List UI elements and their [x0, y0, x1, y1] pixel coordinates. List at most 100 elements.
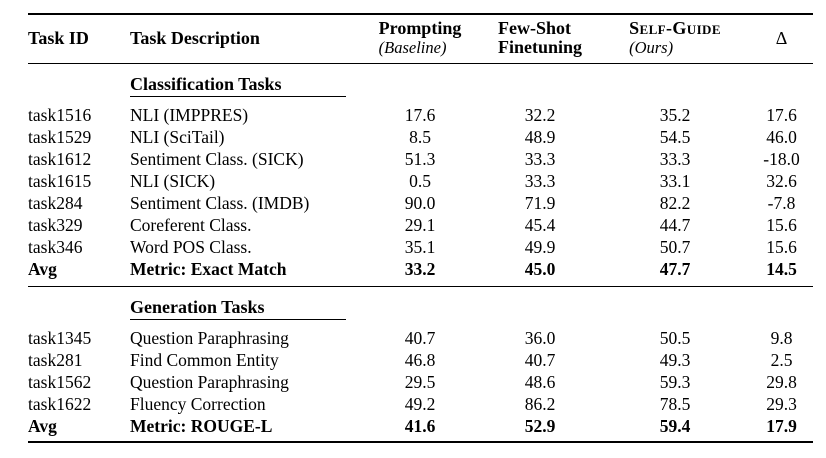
cell-delta-value: 9.8	[770, 328, 793, 348]
col-header-delta: Δ	[750, 14, 813, 64]
cell-delta-value: 32.6	[766, 171, 797, 191]
cell-few-shot-score: 86.2	[524, 394, 556, 414]
cell-self-guide-score: 78.5	[659, 394, 691, 414]
cell-few-shot-score: 36.0	[524, 328, 556, 348]
cell-prompting-score: 35.1	[404, 237, 436, 257]
generation-section-title: Generation Tasks	[130, 297, 346, 320]
self-guide-header-label: Self-Guide	[629, 18, 721, 38]
cell-few-shot-score: 33.3	[524, 171, 556, 191]
cell-avg-few-shot-score: 52.9	[524, 416, 556, 436]
cell-prompting-score: 8.5	[409, 127, 431, 147]
cell-avg-prompting-score: 33.2	[404, 259, 436, 279]
few-shot-header-label-line2: Finetuning	[497, 37, 583, 57]
classification-section-title: Classification Tasks	[130, 74, 346, 97]
cell-self-guide-score: 35.2	[659, 105, 691, 125]
cell-prompting-score: 51.3	[404, 149, 436, 169]
cell-avg-delta-value: 17.9	[766, 416, 797, 436]
col-header-self-guide: Self-Guide (Ours)	[600, 14, 750, 64]
empty-cell	[28, 64, 123, 105]
delta-symbol: Δ	[775, 27, 788, 48]
col-header-task-id: Task ID	[28, 14, 123, 64]
table-row: task284 Sentiment Class. (IMDB) 90.0 71.…	[28, 192, 813, 214]
cell-task-description: NLI (IMPPRES)	[130, 105, 249, 125]
classification-section: Classification Tasks task1516 NLI (IMPPR…	[28, 64, 813, 287]
cell-task-description: NLI (SICK)	[130, 171, 216, 191]
cell-avg-few-shot-score: 45.0	[524, 259, 556, 279]
cell-task-description: Question Paraphrasing	[130, 328, 289, 348]
cell-task-id: task346	[28, 237, 83, 257]
cell-avg-self-guide-score: 47.7	[659, 259, 691, 279]
table-row: task1615 NLI (SICK) 0.5 33.3 33.1 32.6	[28, 170, 813, 192]
cell-task-id: task1516	[28, 105, 92, 125]
table-row: task346 Word POS Class. 35.1 49.9 50.7 1…	[28, 236, 813, 258]
cell-few-shot-score: 48.6	[524, 372, 556, 392]
cell-task-id: task281	[28, 350, 83, 370]
few-shot-header-block: Few-Shot Finetuning	[498, 19, 582, 57]
cell-delta-value: -7.8	[767, 193, 796, 213]
table-row: task1622 Fluency Correction 49.2 86.2 78…	[28, 393, 813, 415]
col-header-prompting: Prompting (Baseline)	[360, 14, 480, 64]
empty-cell	[360, 287, 813, 328]
cell-task-id: task1562	[28, 372, 92, 392]
cell-self-guide-score: 49.3	[659, 350, 691, 370]
cell-prompting-score: 90.0	[404, 193, 436, 213]
cell-metric-label: Metric: Exact Match	[130, 259, 287, 279]
few-shot-header-label: Few-Shot	[497, 18, 571, 38]
cell-task-description: Find Common Entity	[130, 350, 279, 370]
cell-self-guide-score: 50.5	[659, 328, 691, 348]
cell-self-guide-score: 44.7	[659, 215, 691, 235]
header-row: Task ID Task Description Prompting (Base…	[28, 14, 813, 64]
cell-delta-value: 17.6	[766, 105, 797, 125]
cell-self-guide-score: 59.3	[659, 372, 691, 392]
table-row: task281 Find Common Entity 46.8 40.7 49.…	[28, 349, 813, 371]
cell-prompting-score: 29.1	[404, 215, 436, 235]
cell-delta-value: 29.8	[766, 372, 797, 392]
cell-task-id: task1345	[28, 328, 92, 348]
cell-prompting-score: 49.2	[404, 394, 436, 414]
cell-task-id: task1622	[28, 394, 92, 414]
cell-self-guide-score: 33.3	[659, 149, 691, 169]
table-row: task1562 Question Paraphrasing 29.5 48.6…	[28, 371, 813, 393]
cell-task-description: Fluency Correction	[130, 394, 266, 414]
cell-few-shot-score: 32.2	[524, 105, 556, 125]
cell-task-id: task1529	[28, 127, 92, 147]
cell-avg-delta-value: 14.5	[766, 259, 797, 279]
col-header-few-shot-finetuning: Few-Shot Finetuning	[480, 14, 600, 64]
cell-task-description: Coreferent Class.	[130, 215, 252, 235]
self-guide-header-sublabel: (Ours)	[629, 38, 674, 57]
empty-cell	[360, 64, 813, 105]
section-title-cell: Generation Tasks	[123, 287, 360, 328]
results-table: Task ID Task Description Prompting (Base…	[28, 13, 813, 443]
cell-task-id: task1612	[28, 149, 92, 169]
classification-average-row: Avg Metric: Exact Match 33.2 45.0 47.7 1…	[28, 258, 813, 287]
generation-average-row: Avg Metric: ROUGE-L 41.6 52.9 59.4 17.9	[28, 415, 813, 442]
col-header-task-description-label: Task Description	[130, 27, 260, 48]
cell-avg-label: Avg	[28, 416, 57, 436]
empty-cell	[28, 287, 123, 328]
cell-delta-value: 15.6	[766, 237, 797, 257]
table-row: task1345 Question Paraphrasing 40.7 36.0…	[28, 327, 813, 349]
cell-avg-self-guide-score: 59.4	[659, 416, 691, 436]
cell-avg-prompting-score: 41.6	[404, 416, 436, 436]
cell-self-guide-score: 50.7	[659, 237, 691, 257]
cell-few-shot-score: 49.9	[524, 237, 556, 257]
cell-few-shot-score: 71.9	[524, 193, 556, 213]
table-row: task1612 Sentiment Class. (SICK) 51.3 33…	[28, 148, 813, 170]
cell-delta-value: -18.0	[763, 149, 800, 169]
self-guide-header-block: Self-Guide (Ours)	[629, 18, 721, 58]
cell-task-description: Sentiment Class. (IMDB)	[130, 193, 310, 213]
cell-prompting-score: 0.5	[409, 171, 431, 191]
cell-task-id: task329	[28, 215, 83, 235]
generation-section-title-row: Generation Tasks	[28, 287, 813, 328]
table-row: task1516 NLI (IMPPRES) 17.6 32.2 35.2 17…	[28, 104, 813, 126]
cell-prompting-score: 40.7	[404, 328, 436, 348]
cell-task-id: task284	[28, 193, 83, 213]
prompting-header-sublabel: (Baseline)	[378, 38, 447, 57]
cell-few-shot-score: 33.3	[524, 149, 556, 169]
section-title-cell: Classification Tasks	[123, 64, 360, 105]
table-row: task329 Coreferent Class. 29.1 45.4 44.7…	[28, 214, 813, 236]
cell-few-shot-score: 48.9	[524, 127, 556, 147]
cell-task-description: Question Paraphrasing	[130, 372, 289, 392]
cell-prompting-score: 17.6	[404, 105, 436, 125]
cell-avg-label: Avg	[28, 259, 57, 279]
